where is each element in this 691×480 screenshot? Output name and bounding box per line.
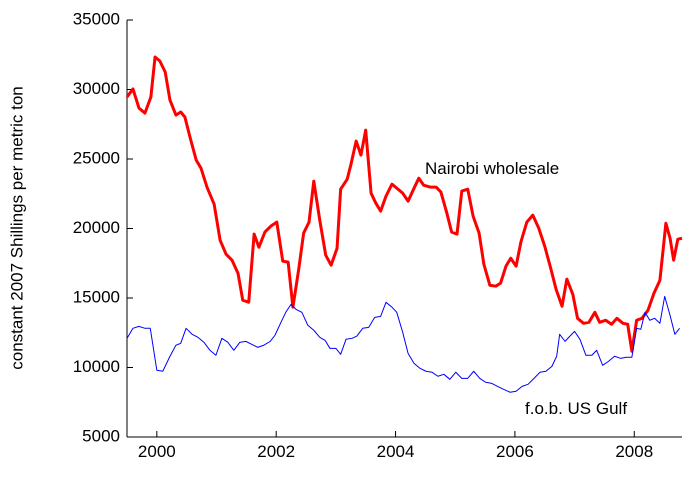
y-tick-label: 15000 bbox=[73, 287, 120, 306]
data-line bbox=[126, 295, 681, 393]
y-tick-label: 5000 bbox=[82, 426, 120, 445]
x-tick-label: 2002 bbox=[257, 442, 295, 461]
y-tick-label: 30000 bbox=[73, 79, 120, 98]
y-tick-label: 25000 bbox=[73, 148, 120, 167]
y-tick-label: 10000 bbox=[73, 357, 120, 376]
x-tick-label: 2008 bbox=[615, 442, 653, 461]
series-label: Nairobi wholesale bbox=[425, 159, 559, 178]
y-tick-label: 20000 bbox=[73, 218, 120, 237]
x-tick-label: 2000 bbox=[138, 442, 176, 461]
data-line bbox=[125, 55, 683, 353]
y-tick-label: 35000 bbox=[73, 9, 120, 28]
x-tick-label: 2004 bbox=[377, 442, 415, 461]
y-axis-label: constant 2007 Shillings per metric ton bbox=[7, 86, 26, 370]
series-label: f.o.b. US Gulf bbox=[525, 399, 627, 418]
x-tick-label: 2006 bbox=[496, 442, 534, 461]
